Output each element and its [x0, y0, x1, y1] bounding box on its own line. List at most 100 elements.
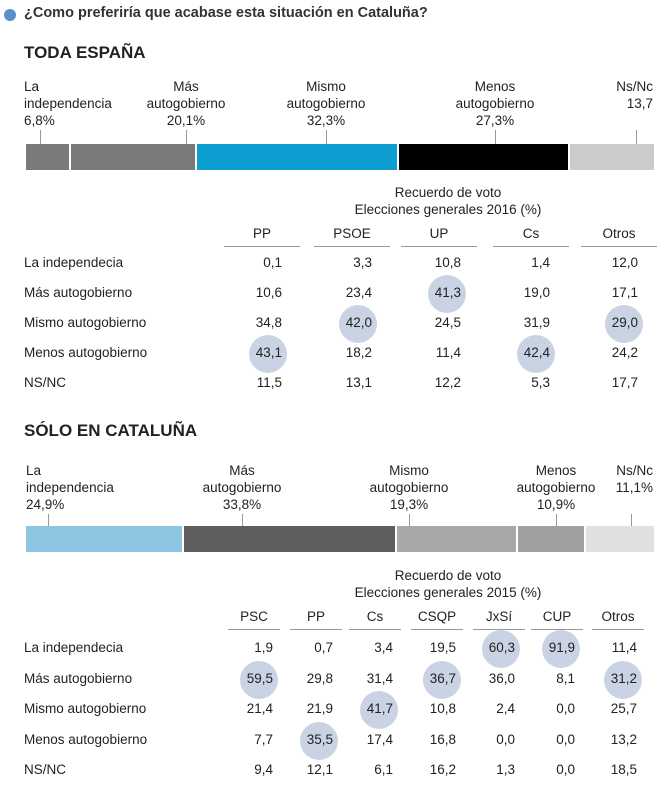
bar-segment — [397, 144, 569, 170]
table-cell: 17,7 — [611, 375, 638, 390]
label-tick — [186, 130, 187, 144]
label-tick — [326, 130, 327, 144]
table-cell: 19,0 — [523, 285, 550, 300]
highlight-circle — [423, 660, 461, 699]
column-underline — [411, 629, 463, 630]
column-underline — [224, 246, 300, 247]
table-cell: 41,7 — [366, 701, 393, 716]
table-cell: 5,3 — [531, 375, 550, 390]
column-underline — [531, 629, 583, 630]
highlight-circle — [605, 305, 643, 343]
table-cell: 11,4 — [435, 345, 461, 360]
column-underline — [493, 246, 569, 247]
bar-segment — [584, 526, 654, 552]
table-cell: 29,0 — [611, 315, 638, 330]
table-cell: 7,7 — [254, 731, 273, 747]
bullet-dot-icon — [4, 9, 16, 21]
column-underline — [228, 629, 280, 630]
highlight-circle — [482, 630, 520, 668]
highlight-circle — [300, 721, 338, 760]
column-underline — [581, 246, 657, 247]
table-cell: 0,0 — [556, 731, 575, 747]
column-underline — [349, 629, 401, 630]
highlight-circle — [517, 335, 555, 373]
row-label: Mismo autogobierno — [24, 315, 147, 330]
column-header: Otros — [602, 226, 636, 241]
table-cell: 42,0 — [345, 315, 372, 330]
column-header: PSC — [240, 609, 268, 624]
bar-label: La independencia 24,9% — [26, 463, 114, 512]
table-cell: 31,2 — [610, 670, 637, 686]
table-cell: 60,3 — [488, 640, 515, 655]
stacked-bar-catalonia — [26, 526, 654, 552]
row-label: La independecia — [24, 640, 124, 655]
table-cell: 9,4 — [254, 762, 273, 777]
table-cell: 41,3 — [434, 285, 461, 300]
table-cell: 36,7 — [429, 670, 456, 686]
label-tick — [631, 514, 632, 526]
column-header: UP — [429, 226, 449, 241]
column-header: JxSí — [485, 609, 513, 624]
highlight-circle — [604, 660, 642, 699]
table-cell: 0,7 — [314, 640, 333, 655]
table-cell: 17,1 — [611, 285, 638, 300]
section-title-spain: TODA ESPAÑA — [24, 43, 146, 62]
column-header: Otros — [601, 609, 635, 624]
table-cell: 11,5 — [256, 375, 282, 390]
column-underline — [401, 246, 477, 247]
bar-segment — [194, 144, 398, 170]
bar-segment — [394, 526, 516, 552]
column-header: PP — [252, 226, 272, 241]
column-underline — [314, 246, 390, 247]
table-cell: 3,4 — [374, 640, 393, 655]
highlight-circle — [240, 660, 278, 699]
row-label: NS/NC — [24, 375, 67, 390]
highlight-circle — [428, 275, 466, 313]
row-label: Mismo autogobierno — [24, 701, 147, 716]
table-cell: 59,5 — [246, 670, 273, 686]
column-header: PP — [306, 609, 326, 624]
bar-label: Mismo autogobierno 19,3% — [369, 463, 449, 512]
bar-label: Menos autogobierno 10,9% — [516, 463, 596, 512]
table-cell: 6,1 — [374, 762, 393, 777]
row-label: Más autogobierno — [24, 285, 133, 300]
table-cell: 18,2 — [345, 345, 372, 360]
table-cell: 23,4 — [345, 285, 372, 300]
bar-label: Más autogobierno 20,1% — [146, 79, 226, 128]
bar-label: Ns/Nc 13,7 — [616, 79, 653, 111]
bar-segment — [26, 144, 69, 170]
bar-label: Ns/Nc 11,1% — [615, 463, 653, 495]
bar-label: Mismo autogobierno 32,3% — [286, 79, 366, 128]
table-cell: 0,0 — [496, 731, 515, 747]
label-tick — [636, 130, 637, 144]
section-title-catalonia: SÓLO EN CATALUÑA — [24, 421, 198, 440]
bar-segment — [68, 144, 195, 170]
bar-segment — [568, 144, 654, 170]
bar-label: Más autogobierno 33,8% — [202, 463, 282, 512]
table-cell: 19,5 — [429, 640, 456, 655]
table-cell: 1,4 — [531, 255, 550, 270]
table-cell: 31,9 — [523, 315, 550, 330]
label-tick — [409, 514, 410, 526]
column-header: PSOE — [333, 226, 371, 241]
label-tick — [556, 514, 557, 526]
column-underline — [592, 629, 644, 630]
table-cell: 17,4 — [366, 731, 393, 747]
table-cell: 1,3 — [496, 762, 515, 777]
table-cell: 21,9 — [306, 701, 333, 716]
table-cell: 31,4 — [366, 670, 393, 686]
table-cell: 43,1 — [255, 345, 282, 360]
highlight-circle — [339, 305, 377, 343]
table-cell: 36,0 — [488, 670, 515, 686]
table-cell: 2,4 — [496, 701, 515, 716]
table-cell: 1,9 — [254, 640, 273, 655]
table-cell: 13,1 — [345, 375, 372, 390]
row-label: NS/NC — [24, 762, 67, 777]
table-caption: Recuerdo de voto Elecciones generales 20… — [354, 568, 542, 600]
table-cell: 34,8 — [255, 315, 282, 330]
highlight-circle — [360, 691, 398, 729]
label-tick — [40, 130, 41, 144]
highlight-circle — [542, 630, 580, 668]
table-cell: 16,8 — [429, 731, 456, 747]
column-header: CSQP — [417, 609, 457, 624]
